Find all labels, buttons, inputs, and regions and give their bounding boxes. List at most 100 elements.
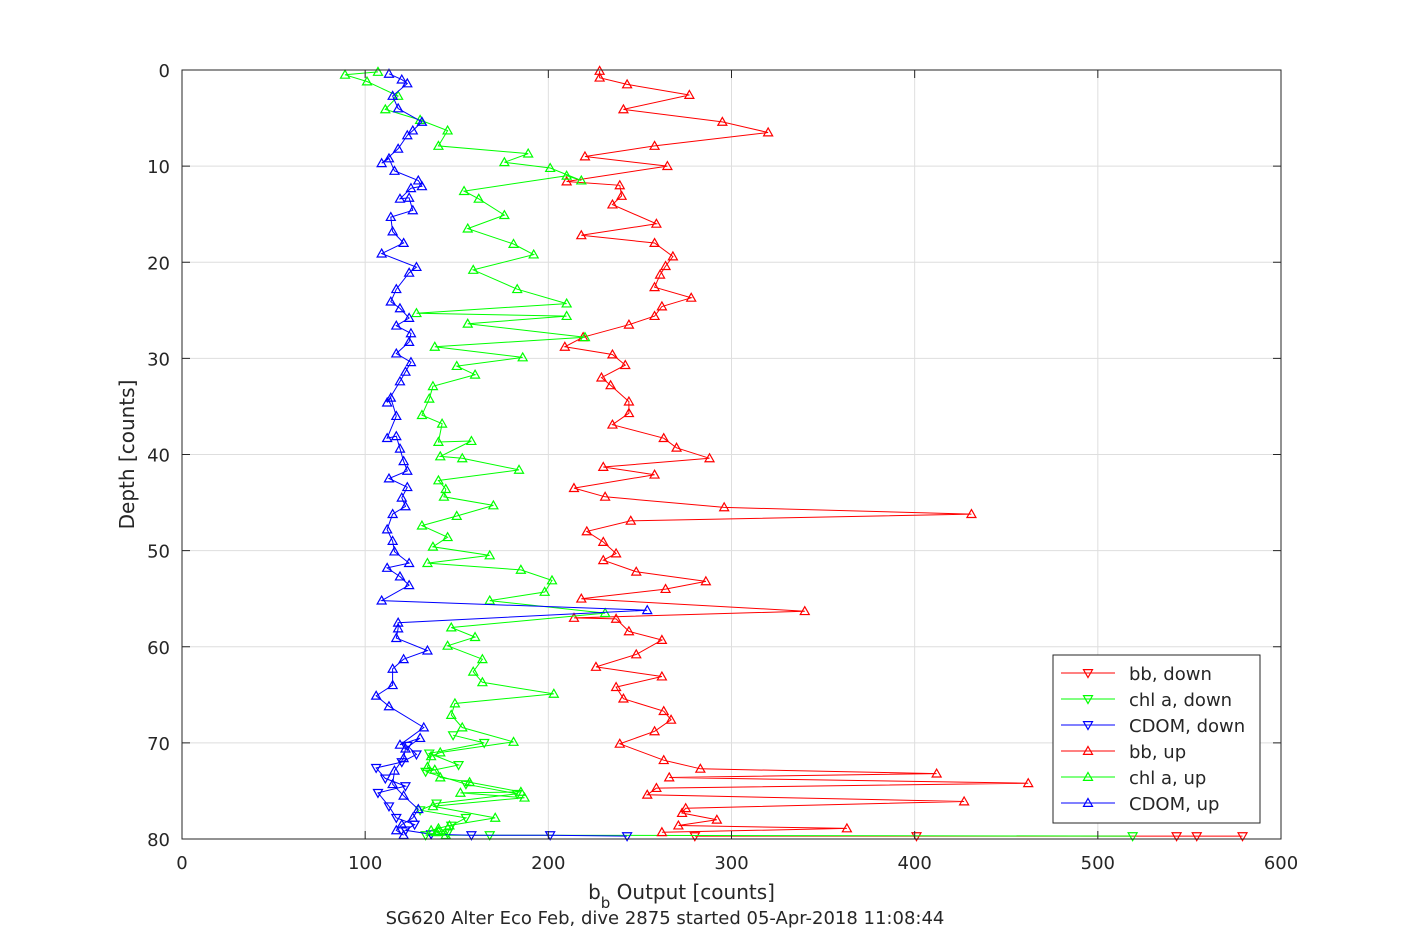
data-point (575, 592, 587, 603)
y-tick-label: 10 (147, 157, 170, 178)
data-point (407, 124, 419, 135)
data-point (392, 102, 404, 113)
data-point (476, 653, 488, 664)
data-point (421, 644, 433, 655)
data-point (597, 461, 609, 471)
data-point (507, 736, 520, 746)
data-point (654, 269, 666, 279)
legend-label: bb, up (1129, 742, 1186, 763)
data-point (445, 621, 457, 632)
data-point (610, 547, 622, 558)
data-point (498, 209, 510, 220)
data-point (625, 515, 637, 525)
data-point (381, 523, 393, 534)
data-point (931, 767, 943, 778)
data-point (387, 679, 399, 690)
data-point (511, 789, 523, 800)
data-point (469, 631, 481, 642)
data-point (451, 510, 463, 520)
data-point (403, 267, 415, 277)
data-point (449, 697, 461, 708)
data-point (965, 508, 977, 519)
data-point (561, 297, 573, 308)
data-point (423, 749, 435, 760)
data-point (425, 824, 437, 835)
data-point (394, 193, 406, 203)
data-point (507, 238, 520, 248)
data-point (387, 90, 399, 100)
data-point (683, 89, 695, 99)
data-point (442, 640, 454, 650)
data-point (661, 160, 673, 171)
data-point (376, 594, 388, 605)
data-point (394, 302, 406, 313)
y-tick-label: 40 (147, 446, 170, 467)
data-point (372, 66, 384, 76)
data-point (528, 248, 540, 259)
data-point (392, 622, 404, 633)
data-point (429, 341, 441, 351)
data-point (605, 379, 617, 390)
data-point (658, 754, 670, 765)
data-point (484, 831, 496, 841)
data-point (390, 347, 402, 358)
y-tick-label: 70 (147, 734, 170, 755)
data-point (579, 331, 591, 342)
data-point (423, 393, 435, 403)
data-point (434, 771, 446, 782)
data-point (390, 319, 402, 330)
y-tick-label: 20 (147, 253, 170, 274)
data-point (473, 193, 485, 203)
data-point (398, 752, 410, 763)
data-point (623, 407, 635, 418)
data-point (656, 634, 668, 644)
data-point (396, 818, 408, 829)
data-point (399, 366, 411, 376)
data-point (436, 418, 448, 428)
data-point (456, 721, 468, 732)
data-point (392, 90, 404, 100)
data-point (416, 116, 428, 126)
data-point (381, 562, 393, 572)
data-point (614, 179, 626, 190)
data-point (649, 140, 661, 150)
data-point (372, 788, 384, 799)
data-point (539, 586, 551, 596)
data-point (421, 557, 433, 568)
data-point (460, 813, 472, 824)
data-point (599, 491, 611, 501)
data-point (421, 761, 433, 771)
x-tick-label: 0 (176, 853, 187, 874)
data-point (568, 612, 580, 622)
data-point (383, 472, 395, 483)
data-point (650, 218, 662, 228)
data-point (649, 725, 661, 736)
data-point (630, 648, 642, 659)
legend-swatch-marker (1082, 745, 1094, 755)
x-axis-label-rest: Output [counts] (610, 880, 775, 904)
data-point (451, 360, 463, 371)
data-point (711, 814, 723, 824)
data-point (469, 369, 481, 379)
chart-title: SG620 Alter Eco Feb, dive 2875 started 0… (386, 908, 945, 929)
axis-ticks: 0 100 200 300 400 500 600 0 10 20 30 40 50 60 70 80 (147, 61, 1298, 874)
data-point (616, 190, 628, 200)
data-point (476, 676, 488, 687)
plot-area: 0 100 200 300 400 500 600 0 10 20 30 40 50 60 70 80 (147, 61, 1298, 874)
data-point (401, 129, 413, 140)
x-tick-label: 100 (348, 853, 382, 874)
data-point (396, 492, 408, 502)
data-point (456, 452, 468, 463)
data-point (484, 549, 496, 560)
data-point (649, 468, 661, 479)
data-point (649, 237, 661, 247)
data-point (405, 182, 417, 193)
data-point (383, 802, 395, 813)
y-tick-label: 60 (147, 638, 170, 659)
data-point (568, 482, 580, 493)
data-point (716, 116, 728, 126)
data-point (390, 430, 402, 441)
legend-swatch-marker (1082, 721, 1094, 731)
data-point (667, 250, 679, 261)
